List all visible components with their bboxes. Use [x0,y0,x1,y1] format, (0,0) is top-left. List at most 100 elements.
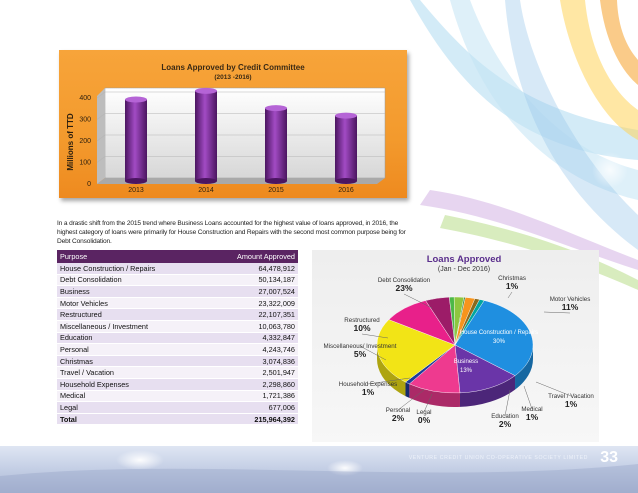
leader-line [543,311,571,314]
pie-chart-panel: Loans Approved (Jan - Dec 2016) House Co… [312,250,599,442]
grid-line [96,134,106,142]
purpose-cell: House Construction / Repairs [57,263,205,275]
total-label: Total [57,413,205,426]
pie-percent: 2% [499,419,512,429]
pie-percent: 13% [460,368,473,374]
pie-slice-side [459,375,516,407]
page-footer [0,446,638,493]
pie-percent: 5% [354,349,367,359]
leader-line [359,345,387,361]
table-row: Medical 1,721,386 [57,390,298,403]
y-tick-label: 100 [79,160,91,167]
y-ticks: 0 100 200 300 400 [79,95,91,188]
table-row: Miscellaneous / Investment 10,063,780 [57,320,298,333]
bar-chart-title: Loans Approved by Credit Committee [161,63,305,72]
x-tick-label: 2013 [128,187,144,194]
table-row: Debt Consolidation 50,134,187 [57,274,298,287]
purpose-cell: Household Expenses [57,378,205,391]
pie-slice [376,319,456,383]
bar [265,105,287,184]
leader-line [397,389,425,411]
pie-labels: House Construction / Repairs 30% Business 1… [324,275,595,429]
pie-label: Education [491,413,519,420]
pie-slice [454,344,516,394]
purpose-cell: Medical [57,390,205,403]
pie-percent: 1% [565,399,578,409]
purpose-cell: Business [57,285,205,298]
x-ticks: 2013 2014 2015 2016 [128,187,354,194]
table-row: Legal 677,006 [57,401,298,414]
x-tick-label: 2015 [268,187,284,194]
table-body: House Construction / Repairs 64,478,912 De… [57,263,298,426]
amount-cell: 50,134,187 [204,274,298,287]
page-number: 33 [600,449,618,466]
purpose-cell: Travel / Vacation [57,366,205,379]
bar-chart-subtitle: (2013 -2016) [214,74,251,81]
amount-cell: 2,501,947 [204,366,298,379]
pie-leader-lines [359,291,572,417]
amount-cell: 3,074,836 [204,355,298,368]
amount-cell: 2,298,860 [204,378,298,391]
purpose-header: Purpose [57,250,205,263]
amount-cell: 64,478,912 [204,263,298,275]
purpose-cell: Motor Vehicles [57,297,205,310]
pie-label: Travel / Vacation [548,393,594,400]
table-row: Restructured 22,107,351 [57,308,298,321]
pie-label: Personal [386,407,410,414]
y-tick-label: 0 [87,181,91,188]
y-tick-label: 200 [79,138,91,145]
leader-line [523,385,533,410]
purpose-cell: Christmas [57,355,205,368]
purpose-cell: Personal [57,343,205,356]
pie-chart-subtitle: (Jan - Dec 2016) [438,266,490,273]
bars [125,87,357,184]
leader-line [504,389,511,417]
bar-chart: Loans Approved by Credit Committee (2013… [66,63,386,194]
amount-cell: 27,007,524 [204,285,298,298]
leader-line [403,293,433,309]
pie-label: House Construction / Repairs [460,330,538,336]
bar [195,87,217,184]
table-row: Christmas 3,074,836 [57,355,298,368]
pie-percent: 10% [353,323,370,333]
bar [335,112,357,184]
pie-label: Motor Vehicles [550,296,591,303]
table-row: Travel / Vacation 2,501,947 [57,366,298,379]
table-row: Business 27,007,524 [57,285,298,298]
table-row: Household Expenses 2,298,860 [57,378,298,391]
pie-percent: 2% [392,413,405,423]
pie-slices [376,296,534,394]
table-total-row: Total 215,964,392 [57,413,298,426]
plot-side-wall [97,88,105,184]
intro-paragraph: In a drastic shift from the 2015 trend w… [57,219,406,246]
table-row: Personal 4,243,746 [57,343,298,356]
pie-label: Medical [521,406,542,413]
pie-label: Household Expenses [339,381,397,388]
purpose-cell: Legal [57,401,205,414]
pie-slice-side [409,383,460,407]
purpose-cell: Miscellaneous / Investment [57,320,205,333]
leader-line [423,393,433,413]
loans-purpose-table: Purpose Amount Approved House Constructi… [57,250,298,426]
pie-label: Debt Consolidation [378,277,431,284]
amount-cell: 677,006 [204,401,298,414]
grid-line [96,91,106,99]
footer-glow [0,450,638,493]
leader-line [535,381,572,397]
pie-slice-side [515,345,533,390]
pie-label: Business [454,359,478,365]
leader-line [361,333,389,339]
grid-line [96,113,106,120]
footer-org-name: VENTURE CREDIT UNION CO-OPERATIVE SOCIET… [408,455,588,461]
pie-chart-title: Loans Approved [427,254,502,265]
table-row: House Construction / Repairs 64,478,912 [57,263,298,275]
pie-percent: 11% [562,302,579,312]
pie-percent: 1% [526,412,539,422]
purpose-cell: Debt Consolidation [57,274,205,287]
table-row: Education 4,332,847 [57,332,298,345]
amount-cell: 1,721,386 [204,390,298,403]
grid-line [96,156,106,163]
x-tick-label: 2014 [198,187,214,194]
pie-label: Legal [416,409,431,416]
y-tick-label: 400 [79,95,91,102]
